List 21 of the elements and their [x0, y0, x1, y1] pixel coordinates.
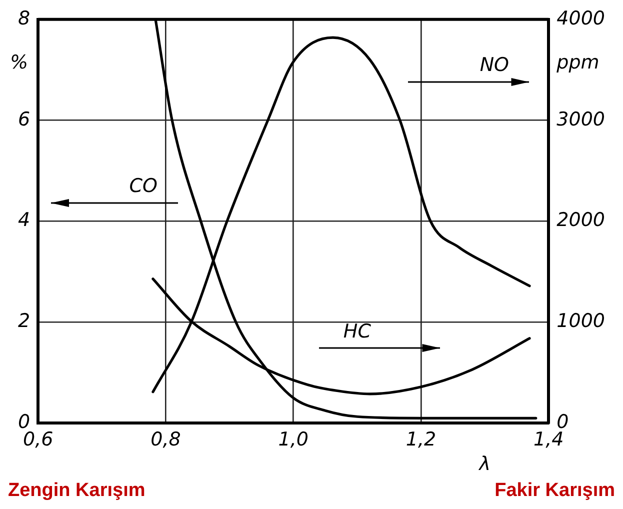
y2-tick-label: 1000 — [556, 310, 606, 332]
x-tick-label: 1,4 — [534, 428, 564, 451]
y-axis-title: % — [10, 51, 28, 74]
y2-tick-label: 2000 — [556, 209, 606, 232]
y2-axis-title: ppm — [556, 51, 600, 74]
text: NO — [480, 54, 510, 76]
y2-tick-label: 3000 — [556, 108, 606, 130]
y-tick-label: 4 — [18, 209, 30, 232]
x-axis-title: λ — [478, 453, 490, 476]
x-tick-label: 1,0 — [278, 428, 308, 451]
series-label: CO — [129, 174, 158, 197]
text: Fakir Karışım — [494, 480, 615, 502]
x-tick-label: 0,6 — [22, 428, 54, 451]
text: Zengin Karışım — [8, 480, 146, 502]
x-tick-label: 0,8 — [150, 428, 181, 451]
x-tick-label: 1,2 — [406, 428, 436, 451]
y-tick-label: 2 — [18, 310, 30, 332]
y-tick-label: 6 — [18, 108, 30, 130]
text: HC — [343, 320, 372, 342]
y-tick-label: 8 — [18, 7, 30, 30]
y2-tick-label: 4000 — [556, 7, 606, 30]
